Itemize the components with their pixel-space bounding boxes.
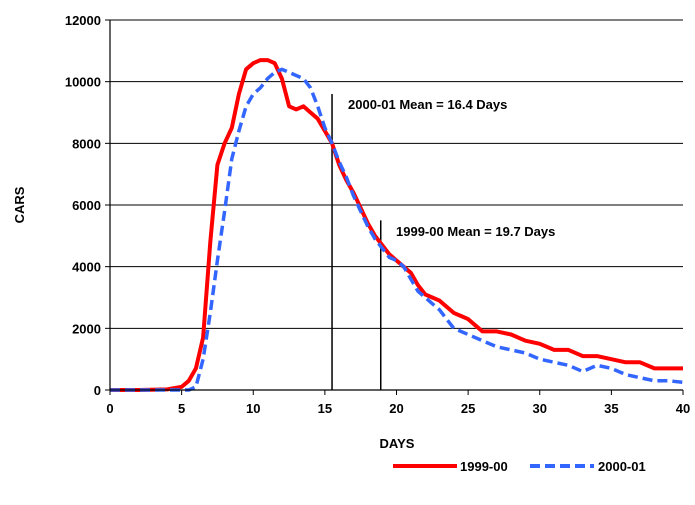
y-tick-label: 10000	[65, 75, 101, 90]
y-tick-label: 0	[94, 383, 101, 398]
gridlines	[110, 19, 683, 329]
x-tick-label: 20	[389, 401, 403, 416]
annotation-label: 2000-01 Mean = 16.4 Days	[348, 97, 507, 112]
y-tick-label: 4000	[72, 260, 101, 275]
legend-label: 2000-01	[598, 459, 646, 474]
x-tick-label: 40	[676, 401, 690, 416]
x-tick-labels: 0 5 10 15 20 25 30 35 40	[106, 401, 690, 416]
x-tick-label: 35	[604, 401, 618, 416]
series-line-2000-01	[110, 67, 684, 392]
y-tick-labels: 0 2000 4000 6000 8000 10000 12000	[65, 13, 101, 398]
x-axis-title: DAYS	[380, 436, 415, 451]
axes	[105, 19, 684, 395]
y-tick-label: 2000	[72, 321, 101, 336]
series-lines	[110, 58, 684, 392]
x-tick-label: 5	[178, 401, 185, 416]
annotation-lines	[331, 94, 382, 390]
y-tick-label: 6000	[72, 198, 101, 213]
x-tick-label: 15	[318, 401, 332, 416]
annotation-texts: 2000-01 Mean = 16.4 Days 1999-00 Mean = 1…	[348, 97, 555, 239]
y-axis-title: CARS	[12, 186, 27, 223]
series-line-1999-00	[110, 58, 683, 392]
legend: 1999-00 2000-01	[393, 459, 646, 474]
x-tick-label: 10	[246, 401, 260, 416]
annotation-label: 1999-00 Mean = 19.7 Days	[396, 224, 555, 239]
x-tick-label: 0	[106, 401, 113, 416]
x-tick-label: 25	[461, 401, 475, 416]
legend-label: 1999-00	[460, 459, 508, 474]
y-tick-label: 12000	[65, 13, 101, 28]
x-tick-label: 30	[533, 401, 547, 416]
y-tick-label: 8000	[72, 136, 101, 151]
